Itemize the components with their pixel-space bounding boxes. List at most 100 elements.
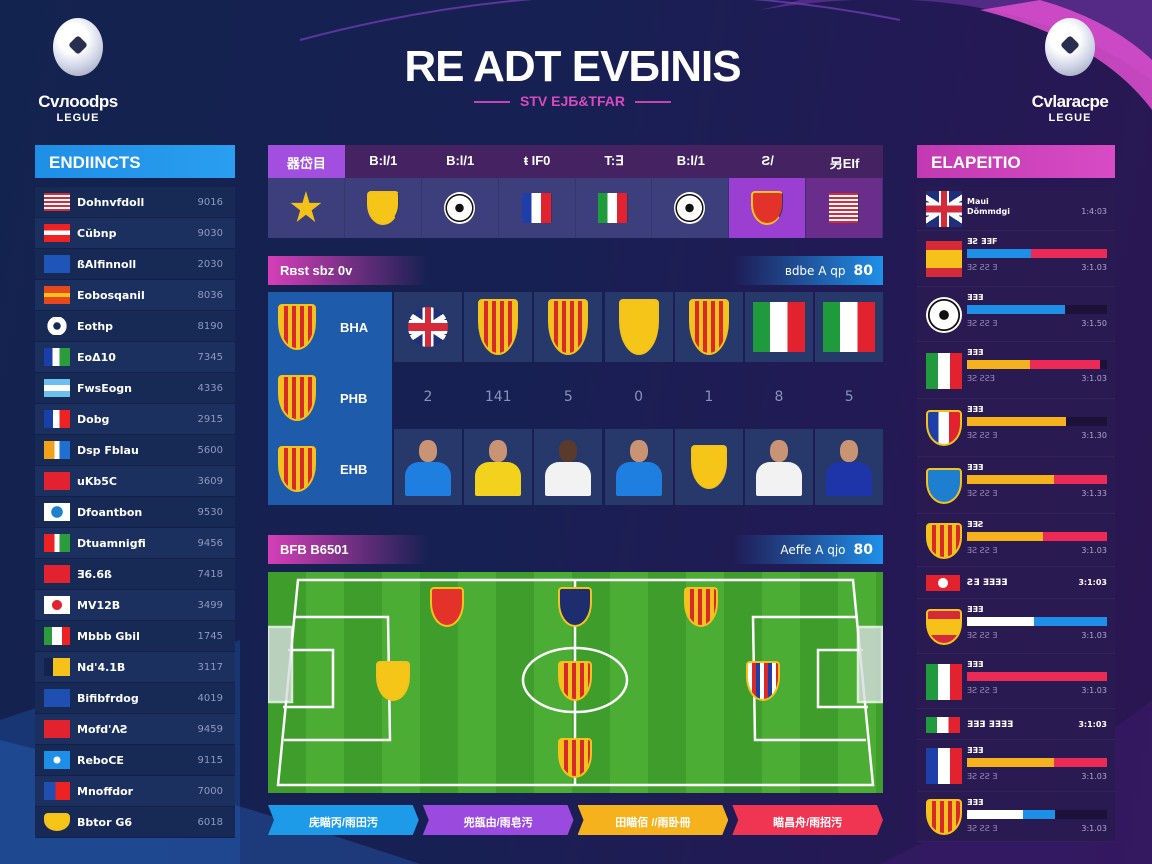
stats-title: ƎƎƎ	[967, 463, 984, 472]
banner-right-label[interactable]: ʙdbe A qp 80	[733, 256, 883, 285]
grid-cell[interactable]	[464, 429, 533, 505]
grid-number: 5	[563, 389, 573, 405]
grid-cell[interactable]	[604, 429, 673, 505]
table-icon-cell[interactable]	[806, 178, 883, 238]
stats-row[interactable]: ƎƎƎ 3:1.03 ƎƧ ƧƧ Ǝ	[917, 599, 1115, 654]
table-header-cell[interactable]: ŧ IF0	[523, 153, 551, 168]
ball-icon	[443, 192, 476, 224]
grid-cell[interactable]	[815, 292, 884, 362]
flag-argentina-icon	[44, 379, 70, 397]
stats-row[interactable]: Maui 1:4:03 Dŏmmdgi	[917, 187, 1115, 231]
standings-row[interactable]: Ǝ6.6ß 7418	[35, 559, 235, 590]
banner-right-label[interactable]: Aeffe A qjo 80	[733, 535, 883, 564]
grid-cell[interactable]	[394, 429, 462, 505]
team-points: 7418	[197, 568, 223, 580]
pitch-player-marker[interactable]	[558, 587, 592, 627]
grid-cell[interactable]	[815, 429, 884, 505]
stats-row[interactable]: ƎƎƎ 3:1.03 ƎƧ ƧƧƎ	[917, 342, 1115, 399]
table-header-cell[interactable]: Ƨ/	[761, 153, 774, 168]
pitch-player-marker[interactable]	[746, 661, 780, 701]
stats-row[interactable]: ƎƎƎ ƎƎƎƎ 3:1:03	[917, 709, 1115, 740]
standings-row[interactable]: ReboCE 9115	[35, 745, 235, 776]
table-icon-cell[interactable]	[268, 178, 345, 238]
standings-row[interactable]: Mbbb Gbil 1745	[35, 621, 235, 652]
standings-row[interactable]: Dfoantbon 9530	[35, 497, 235, 528]
grid-cell[interactable]	[745, 429, 813, 505]
standings-row[interactable]: Mnoffdor 7000	[35, 776, 235, 807]
stats-row[interactable]: ƎƎƎ 3:1.03 ƎƧ ƧƧ Ǝ	[917, 740, 1115, 792]
grid-cell[interactable]	[464, 292, 533, 362]
pitch-player-marker[interactable]	[376, 661, 410, 701]
stats-row[interactable]: ƧƎ ƎƎƎƎ 3:1:03	[917, 567, 1115, 599]
team-points: 9459	[197, 723, 223, 735]
standings-row[interactable]: uKb5C 3609	[35, 466, 235, 497]
table-icon-cell[interactable]	[499, 178, 576, 238]
standings-row[interactable]: Cŭbnp 9030	[35, 218, 235, 249]
stats-row[interactable]: ƎƎƎ 3:1.03 ƎƧ ƧƧ Ǝ	[917, 654, 1115, 709]
table-header-cell[interactable]: B:l/1	[446, 153, 475, 168]
table-header-cell[interactable]: T:∃	[604, 153, 624, 168]
team-name: Mnoffdor	[77, 784, 134, 798]
standings-row[interactable]: Nd'4.1B 3117	[35, 652, 235, 683]
standings-row[interactable]: Dtuamnigfi 9456	[35, 528, 235, 559]
standings-row[interactable]: ßAlfinnoll 2030	[35, 249, 235, 280]
pitch-player-marker[interactable]	[684, 587, 718, 627]
table-icon-cell[interactable]	[422, 178, 499, 238]
team-points: 4336	[197, 382, 223, 394]
standings-row[interactable]: Bifibfrdog 4019	[35, 683, 235, 714]
table-header-cell[interactable]: B:l/1	[369, 153, 398, 168]
legend-tag[interactable]: 田瞄佰 //雨卧冊	[578, 805, 729, 835]
stats-row[interactable]: ƎƎƎ 3:1.30 ƎƧ ƧƧ Ǝ	[917, 399, 1115, 457]
crest-tricolor-icon	[926, 410, 962, 446]
legend-tag[interactable]: 瞄昌舟/雨招汚	[732, 805, 883, 835]
flag-usa-icon	[829, 193, 860, 223]
stats-row[interactable]: ƎƎƎ 3:1.50 ƎƧ ƧƧ Ǝ	[917, 287, 1115, 342]
crest-spain-icon	[926, 608, 962, 645]
legend-tag[interactable]: 庑瞄丙/雨田汚	[268, 805, 419, 835]
table-header-cell[interactable]: B:l/1	[676, 153, 705, 168]
standings-row[interactable]: Mofd'ΛƧ 9459	[35, 714, 235, 745]
stats-row[interactable]: ƎƧ ƎƎF 3:1.03 ƎƧ ƧƧ Ǝ	[917, 231, 1115, 287]
crest-catalan-icon	[688, 299, 729, 355]
flag-blue-red-white-icon	[44, 410, 70, 428]
table-header-cell[interactable]: 另EIf	[829, 156, 860, 171]
table-icon-cell[interactable]	[652, 178, 730, 238]
legend-tag[interactable]: 兜瓿由/雨皂汚	[423, 805, 574, 835]
standings-row[interactable]: Dsp Fblau 5600	[35, 435, 235, 466]
flag-italy-icon	[823, 302, 876, 352]
standings-row[interactable]: Dobg 2915	[35, 404, 235, 435]
stats-value: 3:1.33	[1081, 489, 1107, 498]
stats-row[interactable]: ƎƎƎ 3:1.03 ƎƧ ƧƧ Ǝ	[917, 792, 1115, 842]
progress-segment	[967, 617, 1035, 626]
stats-row[interactable]: ƎƎƎ 3:1.33 ƎƧ ƧƧ Ǝ	[917, 457, 1115, 514]
standings-row[interactable]: Eobosqanil 8036	[35, 280, 235, 311]
player-jersey	[615, 462, 662, 496]
stats-row[interactable]: ƎƎƧ 3:1.03 ƎƧ ƧƧ Ǝ	[917, 514, 1115, 567]
grid-cell[interactable]	[745, 292, 813, 362]
pitch-player-marker[interactable]	[558, 738, 592, 778]
standings-row[interactable]: Eothp 8190	[35, 311, 235, 342]
standings-row[interactable]: EoΔ10 7345	[35, 342, 235, 373]
right-stats-list: Maui 1:4:03 Dŏmmdgi ƎƧ ƎƎF 3:1.03 ƎƧ ƧƧ Ǝ ƎƎƎ 3…	[917, 187, 1115, 842]
standings-row[interactable]: Bbtor G6 6018	[35, 807, 235, 838]
grid-cell[interactable]	[674, 292, 743, 362]
standings-row[interactable]: FwsEogn 4336	[35, 373, 235, 404]
table-header-cell[interactable]: 器岱目	[268, 145, 345, 178]
grid-cell[interactable]	[674, 429, 743, 505]
pitch-player-marker[interactable]	[558, 661, 592, 701]
table-icon-cell[interactable]	[729, 178, 807, 238]
grid-row-label-text: PHB	[340, 390, 368, 406]
table-icon-cell[interactable]	[576, 178, 653, 238]
pitch-player-marker[interactable]	[430, 587, 464, 627]
grid-cell[interactable]	[534, 429, 603, 505]
page-subtitle: STV EJБ&TFAR	[0, 93, 1145, 109]
stats-title: ƎƎƧ	[967, 520, 984, 529]
grid-cell[interactable]	[394, 292, 462, 362]
standings-row[interactable]: MV12B 3499	[35, 590, 235, 621]
grid-cell[interactable]	[604, 292, 673, 362]
grid-cell[interactable]	[534, 292, 603, 362]
progress-segment	[1034, 617, 1107, 626]
progress-segment	[967, 249, 1032, 258]
standings-row[interactable]: Dohnvfdoll 9016	[35, 187, 235, 218]
table-icon-cell[interactable]	[345, 178, 422, 238]
